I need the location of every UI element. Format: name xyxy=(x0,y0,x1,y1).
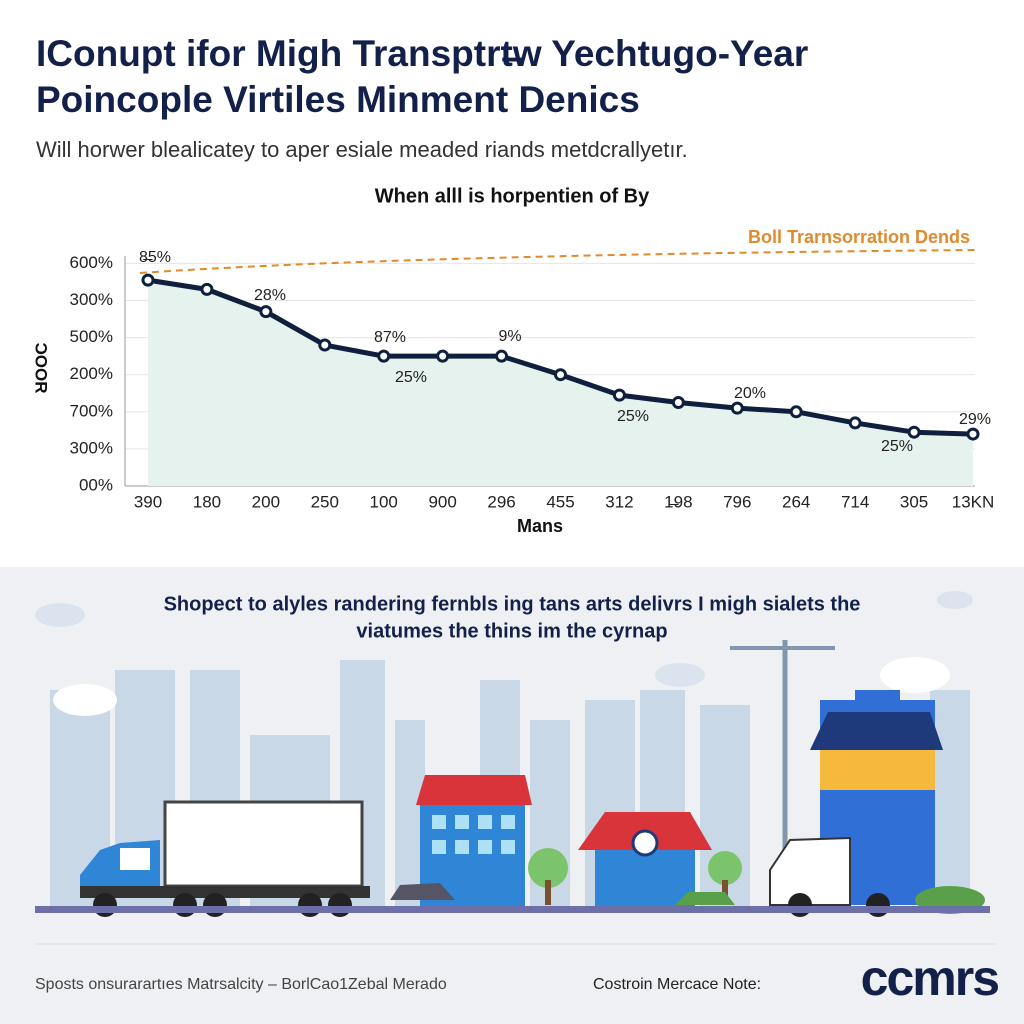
y-axis-label: ƆOOR xyxy=(32,343,51,394)
x-tick-label: 796 xyxy=(723,492,751,511)
x-tick-label: 900 xyxy=(428,492,456,511)
x-tick-label: 13KN xyxy=(952,492,995,511)
annotation: 28% xyxy=(254,287,286,304)
annotation: 87% xyxy=(374,329,406,346)
title-line: IConupt ifor Migh Transptrt̶w Yechtugo-Y… xyxy=(36,33,808,74)
y-tick-label: 00% xyxy=(79,475,113,494)
x-tick-label: 305 xyxy=(900,492,928,511)
footer-note: Costroin Mercace Note: xyxy=(593,976,761,993)
point xyxy=(259,305,273,319)
y-tick-label: 200% xyxy=(70,364,113,383)
point xyxy=(377,349,391,363)
point xyxy=(789,405,803,419)
x-tick-label: 100 xyxy=(370,492,398,511)
point xyxy=(436,349,450,363)
x-tick-label: 296 xyxy=(487,492,515,511)
annotation: 25% xyxy=(881,438,913,455)
chart-title: When alll is horpentien of By xyxy=(375,185,650,207)
x-tick-label: 390 xyxy=(134,492,162,511)
footer-source: Sposts onsurarartıes Matrsalcity – BorlC… xyxy=(35,976,447,993)
annotation: 29% xyxy=(959,411,991,428)
x-axis-label: Mans xyxy=(517,516,563,536)
y-tick-label: 700% xyxy=(70,401,113,420)
point xyxy=(554,368,567,382)
x-tick-label: 455 xyxy=(546,492,574,511)
x-tick-label: 714 xyxy=(841,492,869,511)
annotation: 8̶5% xyxy=(139,249,171,266)
point xyxy=(907,425,921,439)
y-tick-label: 500% xyxy=(70,327,113,346)
trend-line xyxy=(139,249,976,274)
chart: 00% 300% 700% 200% 500% 300% 600% 390 180 200 250 1… xyxy=(70,249,995,511)
area xyxy=(148,280,973,486)
title-line: Poincople Virtiles Minment Denics xyxy=(36,79,640,120)
annotation: 20% xyxy=(734,385,766,402)
banner-line: Shopect to alyles randering fernbls ing … xyxy=(164,593,861,615)
y-tick-label: 600% xyxy=(70,253,113,272)
city-illustration xyxy=(35,591,990,917)
point xyxy=(848,416,862,430)
point xyxy=(141,273,155,287)
point xyxy=(612,388,626,402)
point xyxy=(671,396,685,410)
x-tick-label: 250 xyxy=(311,492,339,511)
banner-line: viatumes the thins im the cyrnap xyxy=(356,620,667,642)
x-tick-label: 264 xyxy=(782,492,810,511)
subtitle: Will horwer blealicatey to aper esiale m… xyxy=(36,137,688,162)
point xyxy=(318,338,332,352)
x-tick-label: 180 xyxy=(193,492,221,511)
annotation: 9% xyxy=(498,328,521,345)
point xyxy=(966,427,980,441)
point xyxy=(730,401,744,415)
point xyxy=(495,349,509,363)
annotation: 25% xyxy=(617,408,649,425)
y-tick-label: 300% xyxy=(70,438,113,457)
trend-label: Boll Trarnsorration Dends xyxy=(748,227,970,247)
x-tick-label: 200 xyxy=(252,492,280,511)
x-tick-label: 1̶98 xyxy=(664,492,692,511)
annotation: 25% xyxy=(395,369,427,386)
point xyxy=(200,282,214,296)
y-tick-label: 300% xyxy=(70,290,113,309)
logo: ccmrs xyxy=(861,950,999,1006)
x-tick-label: 312 xyxy=(605,492,633,511)
